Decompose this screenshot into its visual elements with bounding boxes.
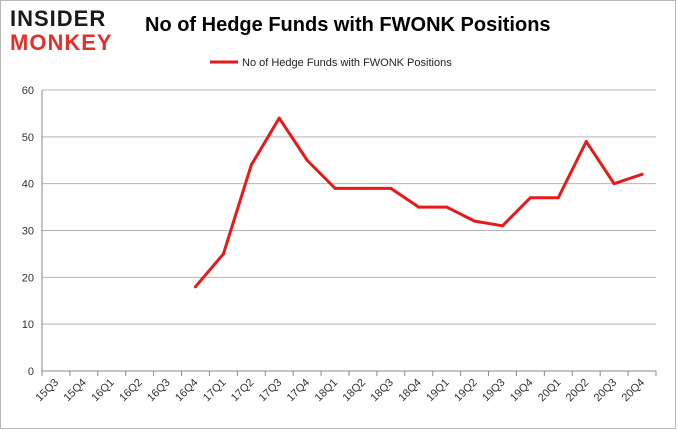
y-tick-label: 0 [28, 366, 34, 378]
x-tick-label: 16Q1 [89, 377, 117, 405]
data-point [612, 182, 616, 186]
y-tick-label: 20 [22, 272, 34, 284]
y-tick-label: 10 [22, 319, 34, 331]
x-tick-label: 20Q2 [564, 377, 592, 405]
x-tick-label: 20Q4 [620, 377, 648, 405]
series-line [194, 116, 644, 289]
chart-title: No of Hedge Funds with FWONK Positions [145, 14, 551, 36]
x-tick-label: 19Q2 [452, 377, 480, 405]
x-tick-label: 16Q2 [117, 377, 145, 405]
x-tick-label: 17Q4 [285, 377, 313, 405]
logo-text-insider: INSIDER [10, 6, 107, 31]
x-tick-label: 18Q3 [368, 377, 396, 405]
x-tick-label: 19Q4 [508, 377, 536, 405]
y-tick-label: 40 [22, 179, 34, 191]
insider-monkey-logo: INSIDER MONKEY [10, 6, 130, 56]
x-tick-label: 20Q1 [536, 377, 564, 405]
data-point [640, 172, 644, 176]
data-point [556, 196, 560, 200]
y-tick-label: 30 [22, 226, 34, 238]
data-point [361, 186, 365, 190]
legend-label: No of Hedge Funds with FWONK Positions [242, 57, 452, 69]
x-tick-label: 17Q3 [257, 377, 285, 405]
data-point [445, 205, 449, 209]
x-tick-label: 16Q3 [145, 377, 173, 405]
data-point [528, 196, 532, 200]
x-tick-label: 20Q3 [592, 377, 620, 405]
y-tick-label: 60 [22, 85, 34, 97]
logo-text-monkey: MONKEY [10, 30, 113, 55]
x-tick-label: 17Q1 [201, 377, 229, 405]
x-tick-label: 18Q2 [341, 377, 369, 405]
data-point [417, 205, 421, 209]
data-point [333, 186, 337, 190]
x-tick-label: 19Q1 [424, 377, 452, 405]
data-point [194, 285, 197, 289]
x-tick-label: 16Q4 [173, 377, 201, 405]
data-point [473, 219, 477, 223]
data-point [501, 224, 504, 228]
x-tick-label: 17Q2 [229, 377, 257, 405]
data-point [305, 158, 309, 162]
data-point [249, 163, 253, 167]
x-tick-label: 18Q1 [313, 377, 341, 405]
x-tick-label: 18Q4 [396, 377, 424, 405]
x-tick-label: 15Q3 [34, 377, 62, 405]
data-point [389, 186, 393, 190]
data-point [221, 252, 225, 256]
data-point [277, 116, 281, 120]
data-point [584, 140, 588, 144]
y-tick-label: 50 [22, 132, 34, 144]
x-tick-label: 15Q4 [61, 377, 89, 405]
x-tick-label: 19Q3 [480, 377, 508, 405]
